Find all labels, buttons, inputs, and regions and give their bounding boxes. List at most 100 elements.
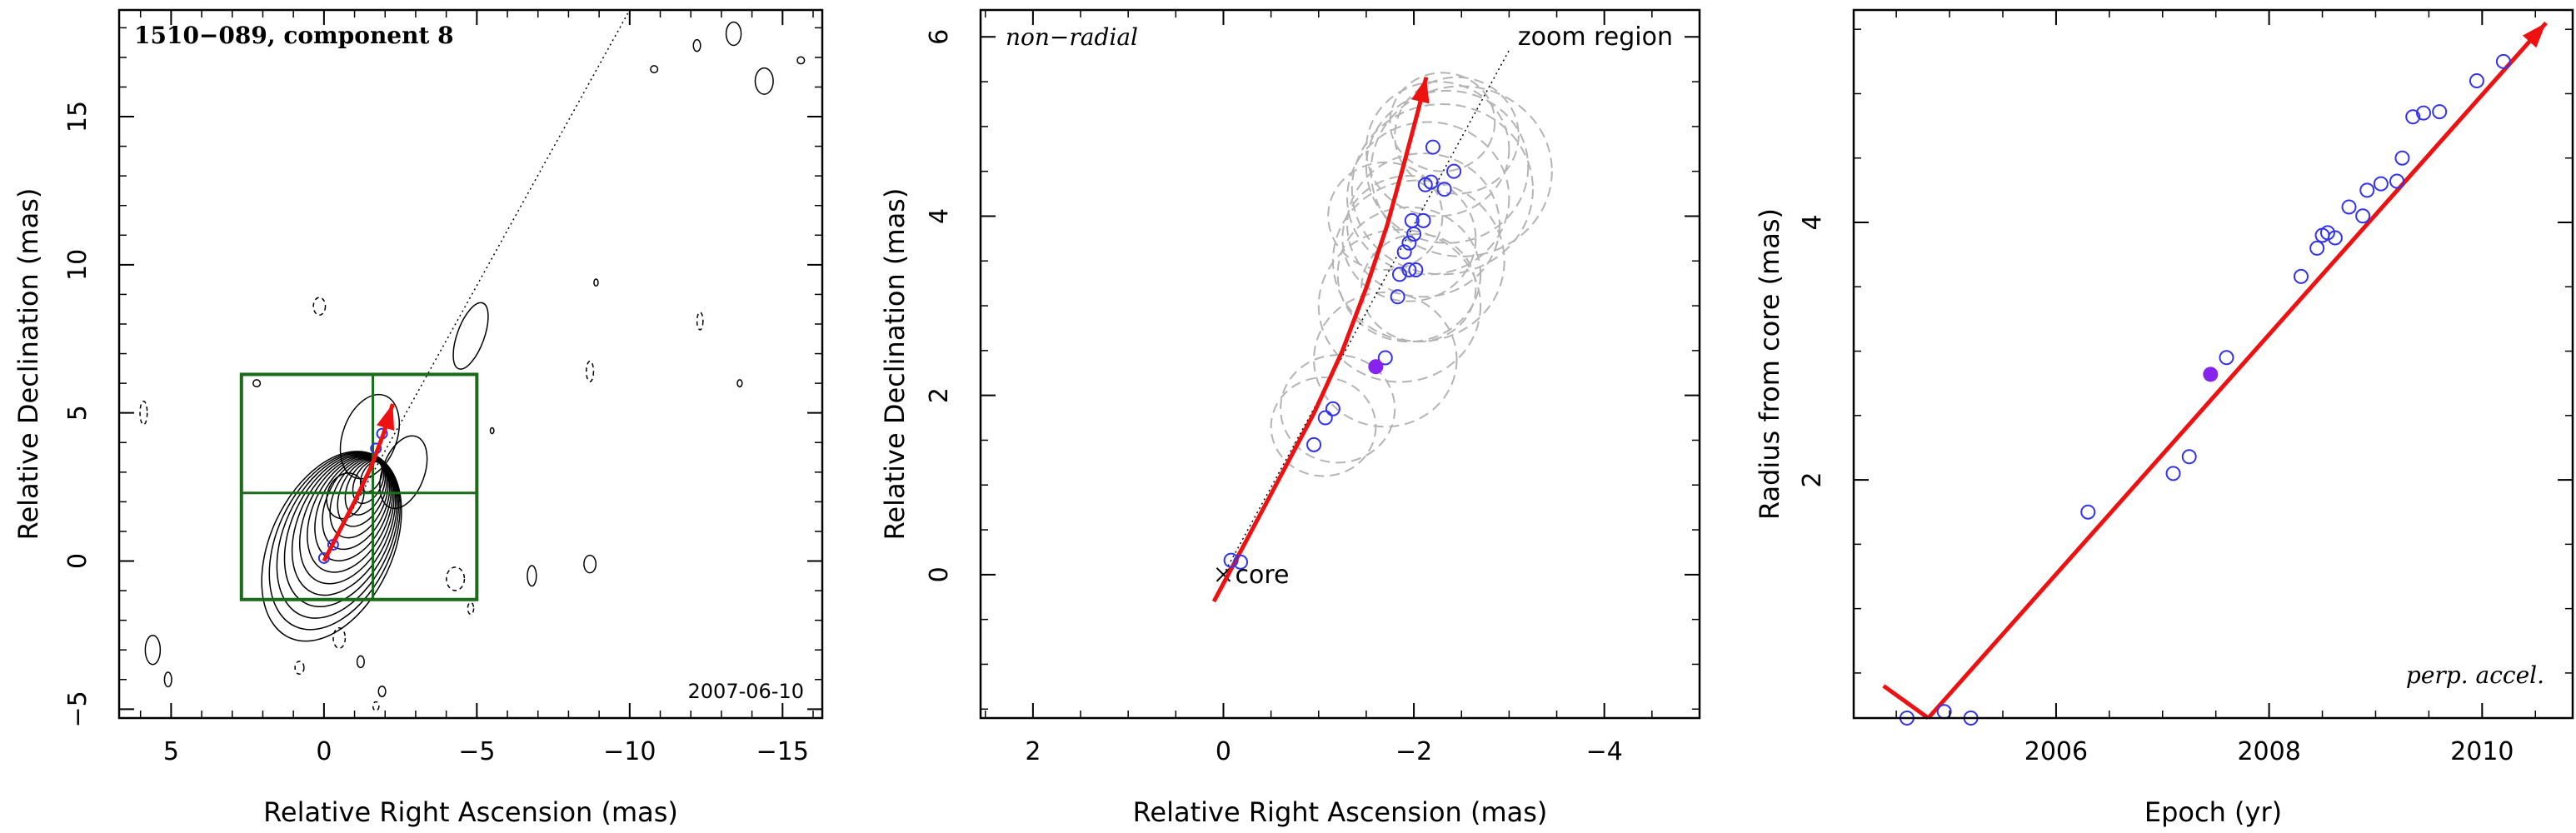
perp-accel-annotation: perp. accel. bbox=[2406, 661, 2544, 689]
trajectory-arrow-arrowhead bbox=[1411, 77, 1430, 104]
panel-2: 2 0 −2 −4 0 2 4 6 non−radial zoom region core R… bbox=[879, 8, 1701, 828]
uncertainty-circle bbox=[1341, 175, 1477, 302]
x-tick-label: 2 bbox=[1025, 737, 1041, 766]
data-point bbox=[2432, 104, 2448, 120]
non-radial-annotation: non−radial bbox=[1006, 23, 1138, 51]
x-tick-label: 2008 bbox=[2237, 737, 2300, 766]
data-point bbox=[1391, 267, 1407, 282]
noise-contour bbox=[650, 65, 659, 74]
panel-2-plot-content bbox=[1211, 50, 1553, 603]
data-point bbox=[2495, 53, 2511, 69]
uncertainty-circle bbox=[1360, 232, 1477, 343]
data-point bbox=[1415, 212, 1431, 228]
data-point bbox=[2394, 150, 2410, 166]
negative-contour bbox=[312, 297, 327, 316]
noise-contour bbox=[377, 685, 387, 698]
contour-feature bbox=[326, 472, 365, 520]
data-point bbox=[1223, 552, 1239, 568]
panel-2-ticks: 2 0 −2 −4 0 2 4 6 bbox=[925, 10, 1700, 766]
data-point bbox=[1396, 244, 1412, 260]
y-tick-label: 0 bbox=[925, 566, 954, 582]
panel-3-y-axis-label: Radius from core (mas) bbox=[1754, 208, 1785, 520]
data-point bbox=[2327, 230, 2343, 246]
negative-contour bbox=[332, 626, 347, 649]
y-tick-label: 2 bbox=[1798, 472, 1827, 488]
data-point bbox=[2416, 105, 2432, 121]
negative-contour bbox=[294, 661, 305, 675]
data-point bbox=[317, 551, 330, 564]
data-point bbox=[2469, 73, 2484, 88]
x-tick-label: −5 bbox=[458, 737, 495, 766]
panel-3-ticks: 2006 2008 2010 2 4 bbox=[1798, 10, 2573, 766]
data-point bbox=[2355, 208, 2371, 224]
data-point bbox=[2309, 240, 2325, 256]
panel-1: 5 0 −5 −10 −15 −5 0 5 10 15 1510−089, component 8… bbox=[12, 8, 824, 828]
data-point bbox=[1446, 163, 1462, 179]
y-tick-label: 4 bbox=[1798, 214, 1827, 230]
noise-contour bbox=[725, 21, 742, 47]
negative-contour bbox=[139, 400, 148, 426]
uncertainty-circle bbox=[1350, 102, 1534, 276]
panel-1-x-axis-label: Relative Right Ascension (mas) bbox=[263, 796, 678, 828]
trajectory-arrow bbox=[322, 403, 395, 562]
data-point bbox=[1306, 436, 1322, 452]
contour-map bbox=[139, 21, 806, 711]
panel-1-frame bbox=[117, 8, 824, 720]
uncertainty-circle bbox=[1346, 121, 1510, 276]
negative-contour bbox=[446, 566, 466, 591]
contour-feature bbox=[452, 302, 489, 370]
x-tick-label: 2010 bbox=[2450, 737, 2514, 766]
noise-contour bbox=[252, 379, 262, 388]
uncertainty-circle bbox=[1389, 72, 1496, 172]
data-point bbox=[1936, 704, 1952, 720]
uncertainty-circle bbox=[1336, 206, 1482, 343]
data-point bbox=[1425, 139, 1440, 155]
y-tick-label: 4 bbox=[925, 208, 954, 224]
uncertainty-circle bbox=[1313, 291, 1458, 428]
panel-3-x-axis-label: Epoch (yr) bbox=[2144, 796, 2282, 828]
fit-line-arrow bbox=[1926, 21, 2548, 720]
x-tick-label: 2006 bbox=[2024, 737, 2088, 766]
highlighted-data-point bbox=[1368, 359, 1384, 375]
noise-contour bbox=[583, 554, 597, 574]
noise-contour bbox=[593, 278, 599, 287]
data-point bbox=[1436, 182, 1452, 197]
data-point bbox=[2219, 350, 2234, 366]
panel-2-frame bbox=[979, 8, 1701, 720]
data-point bbox=[2181, 449, 2197, 465]
zoom-box bbox=[239, 372, 479, 601]
trajectory-arrow-arrowhead bbox=[377, 404, 395, 431]
data-point bbox=[2389, 173, 2405, 189]
data-point bbox=[1377, 350, 1393, 366]
noise-contour bbox=[736, 379, 743, 388]
negative-contour bbox=[467, 601, 475, 616]
panel-1-ticks: 5 0 −5 −10 −15 −5 0 5 10 15 bbox=[63, 10, 822, 766]
direction-line bbox=[323, 9, 631, 561]
data-point bbox=[1233, 554, 1249, 570]
y-tick-label: 0 bbox=[63, 553, 92, 569]
panel-3-frame bbox=[1852, 8, 2574, 720]
noise-contour bbox=[796, 56, 806, 65]
data-point bbox=[2341, 199, 2357, 215]
core-label: core bbox=[1235, 561, 1289, 590]
noise-contour bbox=[489, 426, 495, 435]
zoom-region-annotation: zoom region bbox=[1518, 22, 1673, 52]
y-tick-label: 2 bbox=[925, 387, 954, 403]
contour-feature bbox=[379, 435, 428, 510]
y-tick-label: 5 bbox=[63, 405, 92, 421]
negative-contour bbox=[372, 701, 380, 711]
uncertainty-circle bbox=[1365, 81, 1510, 217]
data-point bbox=[2319, 225, 2335, 241]
data-point bbox=[1408, 262, 1424, 278]
data-point bbox=[2359, 182, 2375, 198]
noise-contour bbox=[754, 67, 774, 95]
data-point bbox=[2373, 176, 2389, 192]
panel-1-plot-content bbox=[239, 9, 631, 601]
noise-contour bbox=[692, 38, 701, 52]
data-point bbox=[1390, 289, 1405, 305]
uncertainty-circle bbox=[1317, 228, 1482, 383]
data-point bbox=[1401, 262, 1417, 278]
noise-contour bbox=[356, 655, 365, 669]
data-point bbox=[1325, 401, 1340, 416]
x-tick-label: 0 bbox=[1216, 737, 1231, 766]
